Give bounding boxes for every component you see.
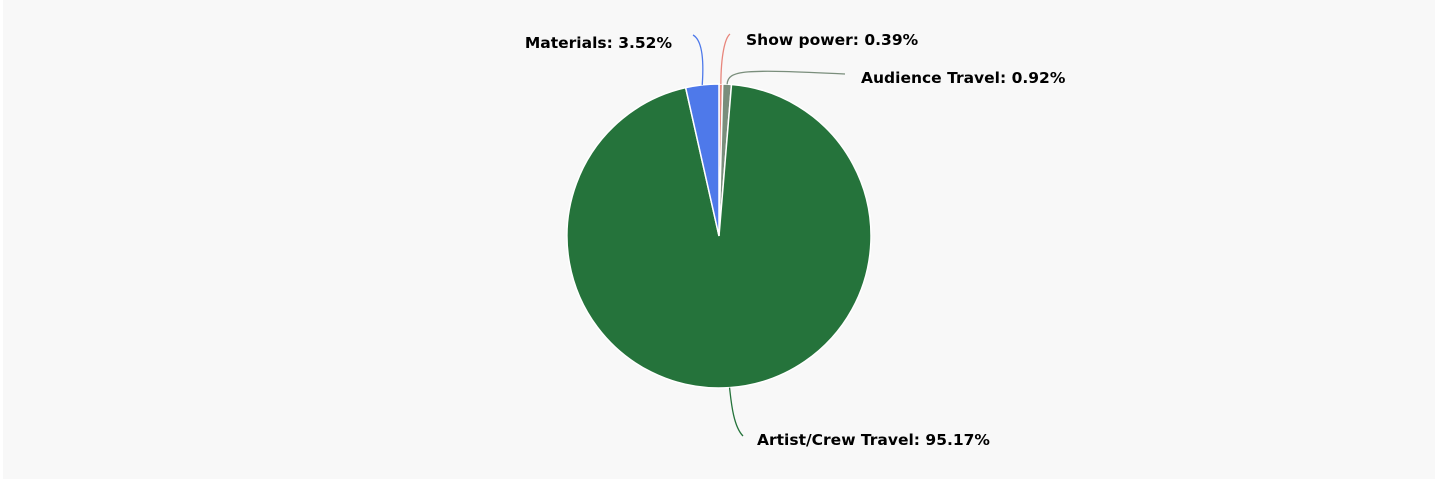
leader-line-materials — [693, 35, 703, 85]
slice-label-show-power: Show power: 0.39% — [746, 31, 919, 49]
leader-line-show-power — [721, 34, 730, 84]
slice-label-artist-crew-travel: Artist/Crew Travel: 95.17% — [757, 431, 990, 449]
slice-label-audience-travel: Audience Travel: 0.92% — [861, 69, 1066, 87]
pie-slices — [567, 84, 871, 388]
slice-label-materials: Materials: 3.52% — [525, 34, 673, 52]
chart-panel: Show power: 0.39% Audience Travel: 0.92%… — [3, 0, 1435, 479]
pie-chart: Show power: 0.39% Audience Travel: 0.92%… — [3, 0, 1435, 479]
leader-line-audience-travel — [727, 71, 845, 84]
leader-line-artist-crew-travel — [730, 388, 743, 436]
